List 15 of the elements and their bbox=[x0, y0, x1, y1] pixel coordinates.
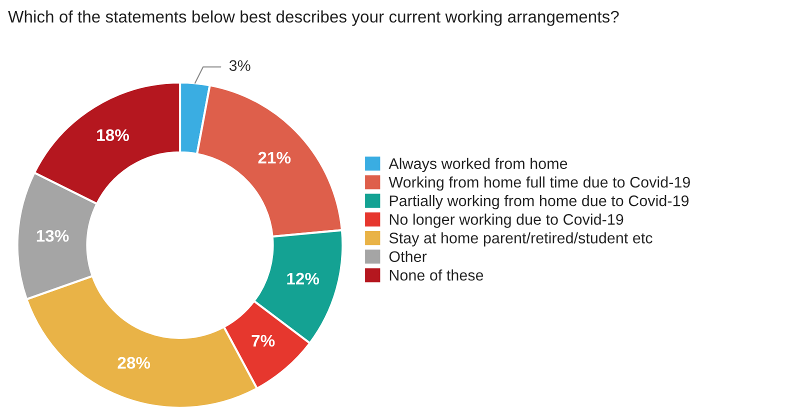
legend-label: Stay at home parent/retired/student etc bbox=[389, 232, 652, 246]
legend-label: Partially working from home due to Covid-19 bbox=[390, 195, 689, 210]
data-label: 13% bbox=[36, 230, 69, 242]
data-label: 3% bbox=[229, 60, 250, 71]
data-label: 18% bbox=[97, 129, 130, 142]
data-label: 7% bbox=[252, 334, 275, 347]
chart-title: Which of the statements below best describes your current working arrangements? bbox=[8, 10, 619, 26]
legend-label: No longer working due to Covid-19 bbox=[390, 214, 624, 228]
legend-label: Other bbox=[389, 250, 427, 262]
legend-label: Working from home full time due to Covid-19 bbox=[388, 176, 690, 191]
data-label: 28% bbox=[118, 356, 150, 369]
data-label: 21% bbox=[258, 152, 291, 164]
legend-label: Always worked from home bbox=[388, 158, 568, 172]
data-label: 12% bbox=[287, 272, 320, 285]
legend-label: None of these bbox=[390, 269, 484, 281]
